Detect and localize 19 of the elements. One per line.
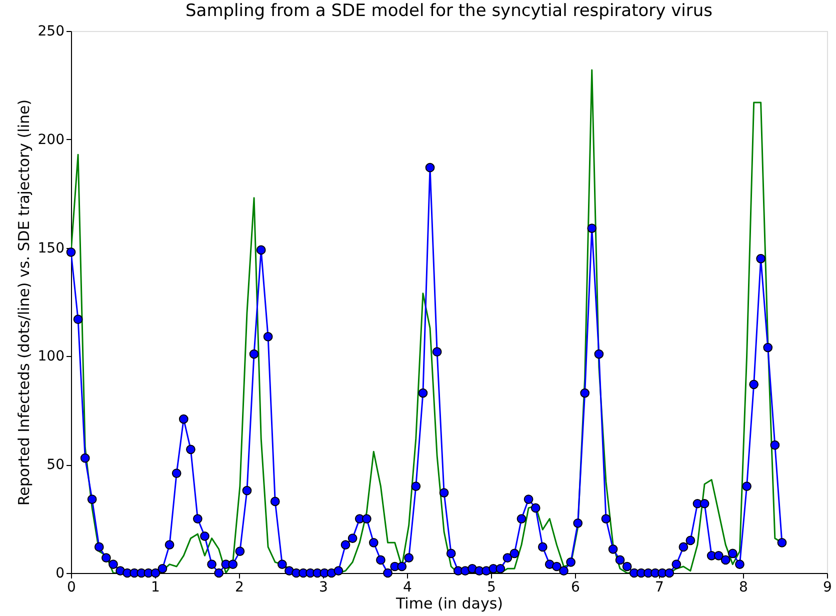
x-axis-title: Time (in days) xyxy=(394,594,504,612)
x-tick-label: 1 xyxy=(151,580,160,596)
x-tick-label: 8 xyxy=(739,580,748,596)
y-tick-label: 150 xyxy=(38,240,64,256)
x-tick-label: 5 xyxy=(487,580,496,596)
y-tick-label: 100 xyxy=(38,348,64,365)
x-tick-label: 0 xyxy=(67,580,76,596)
y-tick-label: 250 xyxy=(38,24,64,40)
y-axis-title: Reported Infecteds (dots/line) vs. SDE trajectory (line) xyxy=(14,99,33,506)
x-tick-label: 2 xyxy=(235,580,244,596)
y-tick-label: 0 xyxy=(56,566,64,582)
x-tick-label: 4 xyxy=(403,580,412,596)
y-tick-label: 50 xyxy=(46,457,64,474)
x-tick-label: 6 xyxy=(571,580,580,596)
y-tick-label: 200 xyxy=(38,132,64,148)
chart-title: Sampling from a SDE model for the syncytial respiratory virus xyxy=(185,1,713,21)
x-tick-label: 7 xyxy=(655,580,664,596)
x-tick-label: 3 xyxy=(319,580,328,596)
x-tick-label: 9 xyxy=(823,580,832,596)
